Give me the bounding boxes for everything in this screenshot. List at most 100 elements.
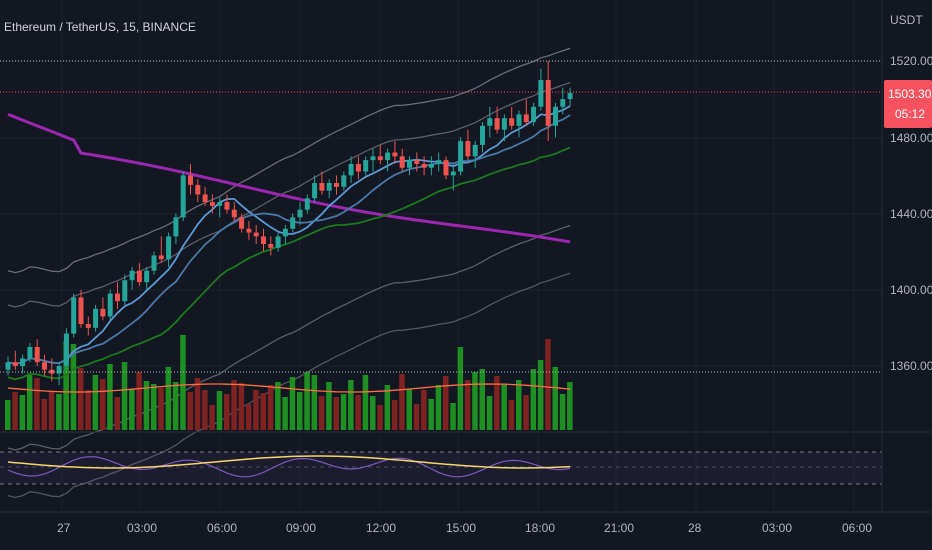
candle-body (531, 106, 537, 122)
candle-body (319, 183, 325, 191)
candle-body (560, 99, 566, 107)
volume-bar (136, 372, 142, 430)
candle-body (5, 362, 11, 370)
price-axis[interactable]: 1520.00 1480.00 1440.00 1400.00 1360.00 (890, 54, 932, 373)
volume-bar (63, 341, 69, 430)
volume-bar (216, 391, 223, 430)
time-tick: 06:00 (842, 521, 872, 535)
candle-body (392, 152, 398, 157)
time-axis[interactable]: 27 03:00 06:00 09:00 12:00 15:00 18:00 2… (57, 521, 872, 535)
volume-bar (348, 380, 354, 430)
volume-bar (282, 397, 288, 430)
volume-bar (12, 392, 18, 430)
candle-body (414, 160, 420, 164)
volume-bar (85, 390, 91, 430)
volume-bar (121, 362, 128, 430)
volume-bar (516, 380, 522, 430)
moving-averages (7, 105, 571, 381)
volume-bar (479, 369, 485, 430)
price-tick: 1480.00 (890, 131, 932, 145)
volume-bar (530, 369, 537, 430)
volume-bar (406, 389, 412, 430)
volume-bar (450, 403, 456, 430)
volume-bar (231, 380, 237, 430)
candle-body (158, 255, 164, 260)
price-tick: 1360.00 (890, 359, 932, 373)
volume-bar (245, 404, 252, 430)
candle-body (166, 236, 172, 260)
candle-body (144, 270, 150, 283)
volume-bar (143, 381, 150, 430)
volume-bar (260, 393, 266, 430)
candle-body (188, 175, 193, 185)
candle-body (450, 171, 456, 176)
volume-bar (421, 390, 427, 430)
volume-bar (209, 405, 215, 430)
volume-bar (443, 376, 449, 430)
volume-bar (326, 382, 332, 430)
candle-body (129, 270, 135, 281)
volume-bar (194, 378, 201, 430)
time-tick: 18:00 (525, 521, 555, 535)
time-tick: 03:00 (127, 521, 157, 535)
candle-body (85, 324, 91, 328)
candle-body (290, 217, 296, 229)
candle-body (209, 202, 215, 206)
rsi-signal-line (7, 455, 571, 469)
candle-body (195, 184, 201, 195)
candle-body (516, 114, 522, 126)
currency-label: USDT (890, 13, 923, 27)
badge-countdown: 05:12 (895, 107, 925, 121)
candle-body (202, 194, 208, 203)
candlesticks (5, 61, 573, 386)
volume-bar (435, 385, 442, 430)
volume-bar (494, 376, 500, 430)
volume-bar (391, 400, 398, 430)
candle-body (399, 156, 405, 168)
time-tick: 12:00 (366, 521, 396, 535)
candle-body (553, 106, 558, 126)
candle-body (253, 232, 259, 237)
volume-bar (165, 367, 172, 430)
candle-body (12, 362, 18, 366)
candle-body (348, 163, 354, 176)
volume-bar (297, 392, 303, 430)
candle-body (268, 244, 274, 248)
candle-body (385, 152, 391, 161)
candle-body (355, 163, 361, 172)
volume-bar (56, 394, 62, 430)
candle-body (56, 366, 62, 374)
volume-bar (172, 382, 179, 430)
candle-body (304, 198, 310, 210)
candle-body (341, 175, 347, 187)
volume-bar (567, 382, 573, 430)
candle-body (421, 163, 427, 168)
volume-bar (523, 395, 529, 430)
candle-body (523, 114, 529, 122)
volume-bar (457, 347, 464, 430)
volume-bars (5, 335, 573, 430)
candle-body (78, 297, 84, 325)
volume-bar (70, 344, 77, 430)
candle-body (239, 217, 245, 229)
volume-bar (275, 382, 281, 430)
volume-bar (238, 383, 245, 430)
volume-bar (545, 339, 551, 430)
volume-bar (486, 396, 493, 430)
candle-body (363, 160, 369, 172)
volume-bar (99, 379, 106, 430)
ma-blue-slow-line (7, 114, 571, 366)
volume-bar (180, 335, 186, 430)
candle-body (443, 160, 449, 176)
volume-bar (78, 368, 84, 430)
volume-bar (464, 380, 471, 430)
badge-price: 1503.30 (888, 87, 932, 101)
time-tick: 03:00 (762, 521, 792, 535)
candle-body (545, 80, 551, 126)
volume-bar (318, 396, 325, 430)
volume-bar (428, 399, 434, 430)
candle-body (472, 144, 478, 157)
time-tick: 09:00 (286, 521, 316, 535)
envelope-band-line (7, 272, 571, 499)
